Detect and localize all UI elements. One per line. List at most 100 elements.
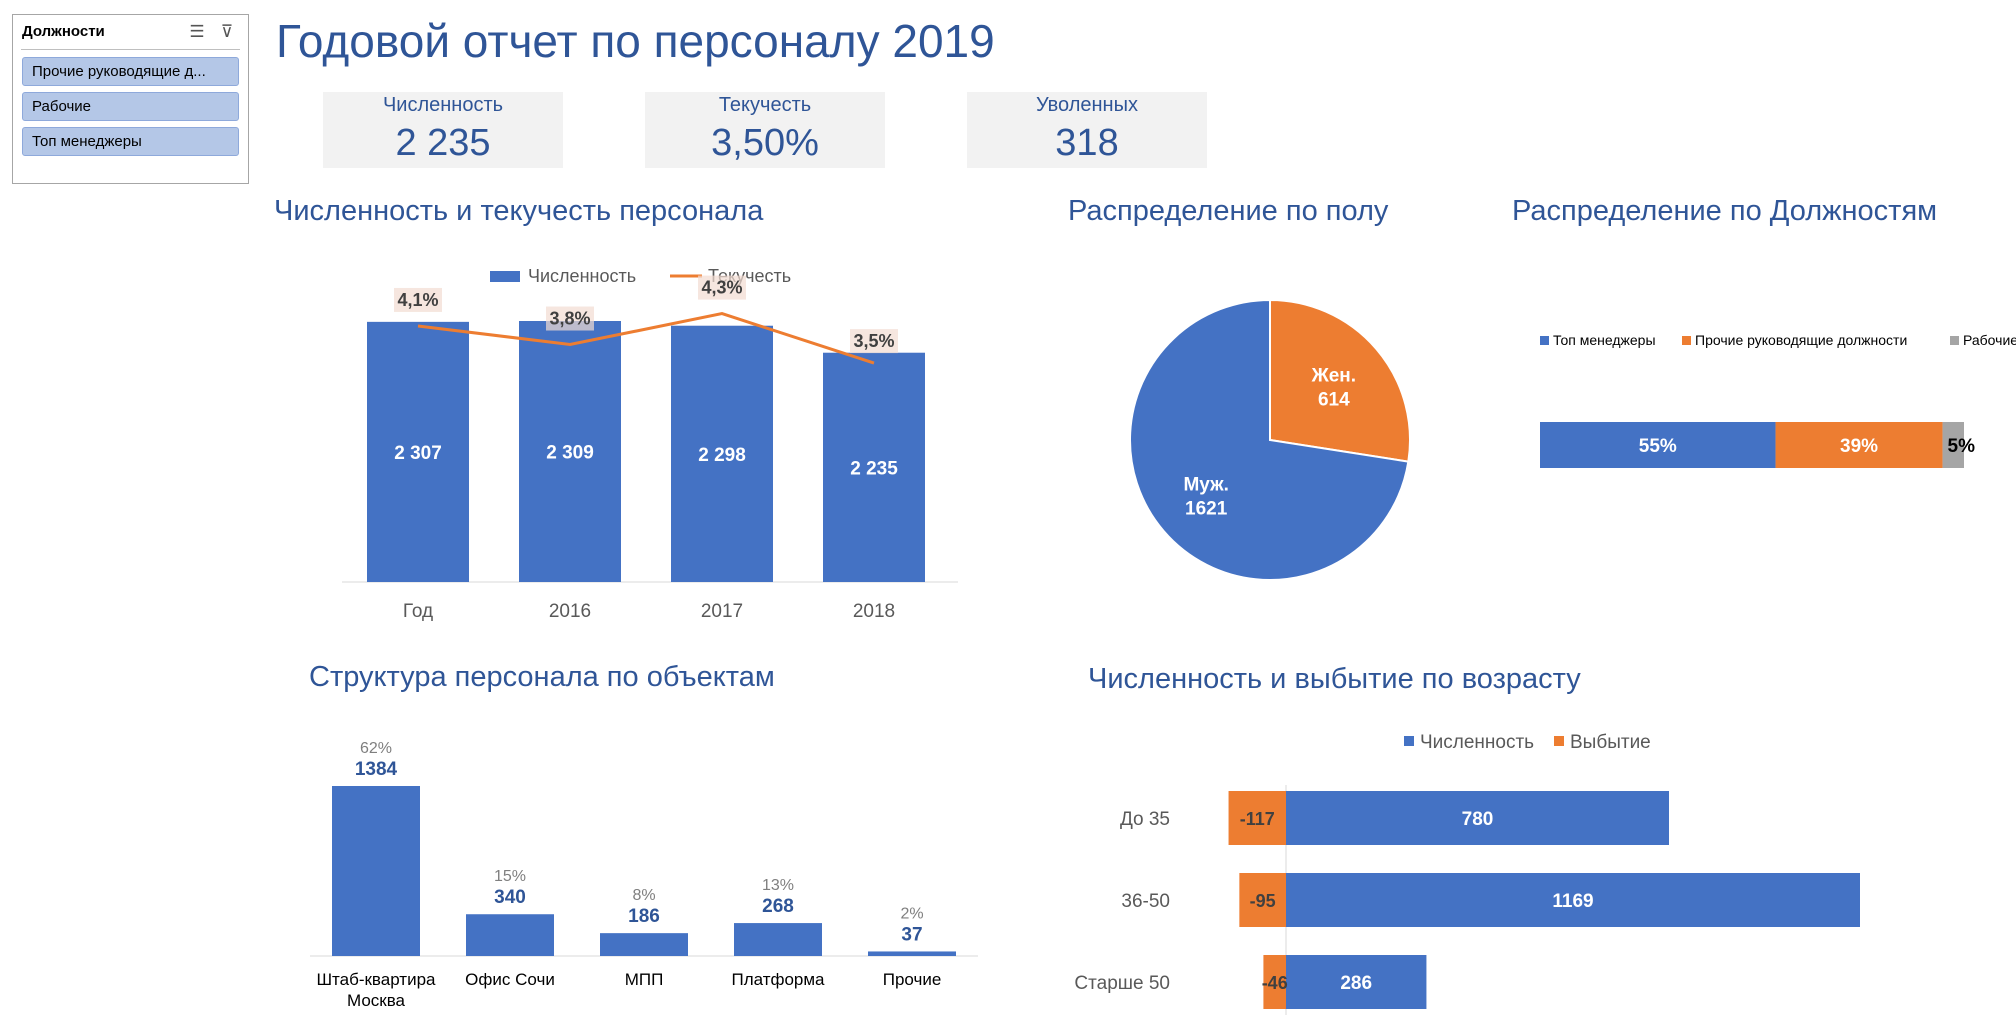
y-tick-label: Старше 50 [1074, 973, 1170, 994]
headcount-bar [519, 321, 621, 582]
x-tick-label: 2016 [549, 601, 591, 622]
age-attrition-label: -95 [1250, 891, 1276, 911]
objects-bar-chart: 1384 62% Штаб-квартира Москва 340 15% Офис Соч… [310, 740, 978, 1010]
slicer-item-workers[interactable]: Рабочие [22, 92, 239, 121]
y-tick-label: До 35 [1120, 809, 1170, 830]
x-tick-label: Прочие [883, 970, 942, 989]
legend-swatch [1682, 336, 1691, 345]
headcount-bar [823, 352, 925, 582]
object-value-label: 1384 [355, 759, 398, 780]
x-tick-label: Штаб-квартира [316, 970, 436, 989]
pie-slice-male [1129, 298, 1410, 581]
age-attrition-bar [1228, 791, 1286, 845]
turnover-label-bg [850, 329, 898, 354]
headcount-chart-title: Численность и текучесть персонала [274, 195, 764, 227]
position-segment-label: 55% [1639, 436, 1677, 457]
position-segment [1942, 422, 1964, 468]
object-percent-label: 13% [762, 877, 794, 894]
gender-chart-title: Распределение по полу [1068, 195, 1389, 227]
headcount-bar [671, 325, 773, 582]
turnover-point-label: 3,8% [549, 309, 590, 329]
object-percent-label: 8% [632, 887, 655, 904]
turnover-label-bg [698, 275, 746, 300]
legend-swatch-headcount [1404, 736, 1414, 746]
pie-slice-value: 1621 [1185, 499, 1228, 520]
age-headcount-bar [1286, 873, 1860, 927]
age-bar-chart: Численность Выбытие 780 -117 До 35 1169 -95 36-… [1074, 732, 1860, 1015]
turnover-label-bg [546, 306, 594, 331]
headcount-bar-label: 2 235 [850, 458, 898, 479]
position-segment [1775, 422, 1943, 468]
legend-label-attrition: Выбытие [1570, 732, 1651, 753]
objects-chart-title: Структура персонала по объектам [309, 661, 775, 693]
slicer-divider [21, 49, 240, 50]
object-bar [868, 951, 956, 956]
kpi-label: Уволенных [1036, 94, 1138, 116]
x-tick-label: МПП [625, 970, 664, 989]
headcount-bar-label: 2 309 [546, 443, 594, 464]
turnover-line [417, 312, 875, 365]
object-value-label: 186 [628, 906, 660, 927]
positions-stacked-chart: Топ менеджеры Прочие руководящие должност… [1540, 332, 2016, 468]
position-segment-label: 5% [1948, 436, 1976, 457]
headcount-bar [367, 321, 469, 582]
legend-swatch [1950, 336, 1959, 345]
position-segment-label: 39% [1840, 436, 1878, 457]
age-headcount-label: 780 [1462, 809, 1494, 830]
object-value-label: 340 [494, 887, 526, 908]
pie-slice-label: Жен. [1311, 365, 1357, 386]
age-attrition-bar [1263, 955, 1286, 1009]
pie-slice-label: Муж. [1183, 475, 1228, 496]
x-tick-label: Офис Сочи [465, 970, 555, 989]
gender-pie-chart: Жен. 614 Муж. 1621 [1129, 298, 1411, 581]
legend-label-headcount: Численность [1420, 732, 1534, 753]
positions-chart-title: Распределение по Должностям [1512, 195, 1938, 227]
age-headcount-bar [1286, 791, 1669, 845]
headcount-bar-label: 2 307 [394, 443, 442, 464]
turnover-point-label: 3,5% [853, 331, 894, 351]
kpi-value: 318 [1055, 122, 1119, 164]
legend-swatch [1540, 336, 1549, 345]
slicer-item-top-managers[interactable]: Топ менеджеры [22, 127, 239, 156]
pie-slice-value: 614 [1318, 389, 1350, 410]
x-tick-label: 2018 [853, 601, 895, 622]
object-value-label: 37 [901, 924, 922, 945]
age-headcount-bar [1286, 955, 1427, 1009]
x-tick-label: Москва [347, 991, 406, 1010]
kpi-label: Численность [382, 94, 504, 116]
slicer-title: Должности [22, 23, 105, 40]
clear-filter-icon[interactable]: ⊽ [220, 22, 234, 41]
age-attrition-label: -46 [1262, 973, 1288, 993]
age-chart-title: Численность и выбытие по возрасту [1088, 663, 1581, 695]
x-tick-label: 2017 [701, 601, 743, 622]
y-tick-label: 36-50 [1121, 891, 1170, 912]
headcount-bar-label: 2 298 [698, 445, 746, 466]
x-tick-label: Платформа [731, 970, 825, 989]
object-bar [332, 786, 420, 956]
page-title: Годовой отчет по персоналу 2019 [276, 15, 995, 67]
age-headcount-label: 286 [1340, 973, 1372, 994]
multi-select-icon[interactable]: ☰ [189, 22, 205, 41]
object-percent-label: 15% [494, 868, 526, 885]
kpi-value: 2 235 [395, 122, 491, 164]
positions-slicer: Должности ☰ ⊽ Прочие руководящие д... Ра… [12, 14, 249, 184]
x-tick-label: Год [403, 601, 433, 622]
legend-swatch-headcount [490, 271, 520, 282]
slicer-item-other-managers[interactable]: Прочие руководящие д... [22, 57, 239, 86]
kpi-dismissed: Уволенных 318 [967, 92, 1207, 168]
age-attrition-label: -117 [1240, 809, 1275, 829]
pie-slice-female [1269, 298, 1411, 463]
legend-label: Прочие руководящие должности [1695, 332, 1907, 348]
age-attrition-bar [1239, 873, 1286, 927]
kpi-headcount: Численность 2 235 [323, 92, 563, 168]
object-bar [600, 933, 688, 956]
turnover-label-bg [394, 287, 442, 312]
object-percent-label: 2% [900, 905, 923, 922]
turnover-point-label: 4,3% [701, 278, 742, 298]
legend-label-headcount: Численность [528, 266, 636, 286]
kpi-label: Текучесть [718, 94, 812, 116]
object-bar [734, 923, 822, 956]
legend-label: Рабочие [1963, 332, 2016, 348]
position-segment [1540, 422, 1776, 468]
